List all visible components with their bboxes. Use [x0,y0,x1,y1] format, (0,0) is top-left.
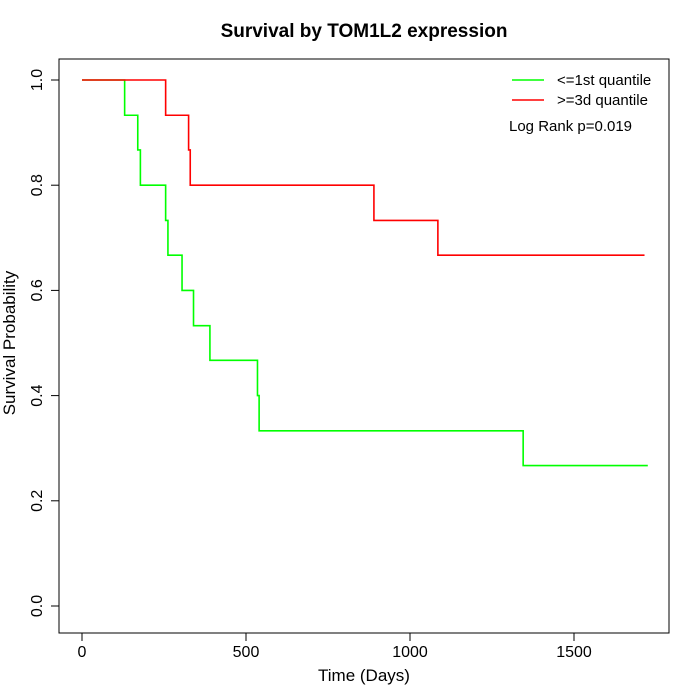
y-tick-label: 0.4 [29,384,46,406]
y-axis-label: Survival Probability [0,270,19,415]
x-axis-label: Time (Days) [318,666,410,685]
x-axis: 0 500 1000 1500 [78,632,592,661]
series-line-1 [82,79,648,467]
x-tick-label: 1500 [556,644,592,661]
legend: <=1st quantile >=3d quantile [512,72,651,109]
x-tick-label: 1000 [392,644,428,661]
x-tick-label: 0 [78,644,87,661]
series-line-2 [82,79,645,256]
y-tick-label: 0.2 [29,490,46,512]
y-tick-label: 0.8 [29,174,46,196]
log-rank-annotation: Log Rank p=0.019 [509,118,632,135]
chart-title: Survival by TOM1L2 expression [221,21,508,42]
plot-frame [58,58,670,634]
x-tick-label: 500 [233,644,260,661]
y-tick-label: 0.6 [29,279,46,301]
y-tick-label: 1.0 [29,69,46,91]
legend-label-1: <=1st quantile [557,72,651,89]
legend-label-2: >=3d quantile [557,92,648,109]
y-axis: 0.0 0.2 0.4 0.6 0.8 1.0 [29,69,60,617]
series-layer [82,79,648,467]
y-tick-label: 0.0 [29,595,46,617]
